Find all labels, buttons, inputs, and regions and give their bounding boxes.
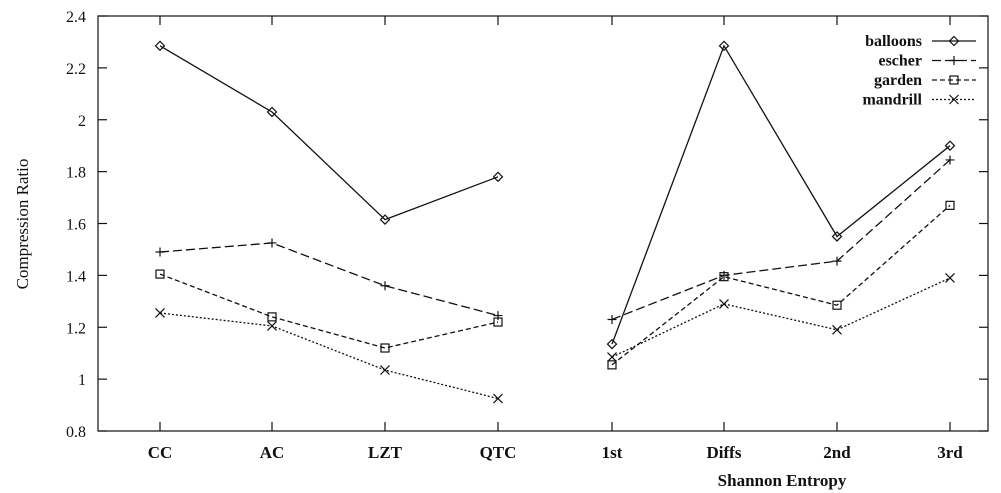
legend: balloons escher garden mandrill	[862, 33, 976, 109]
point-escher	[155, 247, 165, 257]
series-mandrill	[155, 273, 955, 404]
point-garden	[607, 360, 617, 370]
point-garden	[155, 269, 165, 279]
y-tick-label: 1.4	[66, 268, 86, 285]
series-line-garden	[159, 273, 499, 349]
point-balloons	[154, 40, 166, 52]
point-balloons	[492, 171, 504, 183]
x-tick-label: 2nd	[823, 443, 851, 462]
legend-marker-escher	[949, 56, 959, 65]
point-escher	[607, 314, 617, 324]
series-line-mandrill	[611, 277, 951, 358]
point-balloons	[266, 106, 278, 118]
point-escher	[267, 238, 277, 248]
y-axis: 0.8 1 1.2 1.4 1.6 1.8 2 2.2 2.4	[66, 9, 988, 441]
point-escher	[380, 281, 390, 291]
point-escher	[493, 311, 503, 321]
legend-label-balloons: balloons	[865, 33, 922, 50]
plot-frame	[97, 15, 989, 432]
x-tick-label: LZT	[368, 443, 403, 462]
legend-label-escher: escher	[878, 53, 922, 70]
point-mandrill	[945, 273, 955, 283]
y-axis-label: Compression Ratio	[13, 159, 32, 290]
legend-marker-mandrill	[949, 94, 959, 105]
y-tick-label: 0.8	[66, 424, 86, 441]
y-tick-label: 1.6	[66, 217, 86, 234]
x-tick-label: 3rd	[937, 443, 963, 462]
x-axis-label: Shannon Entropy	[718, 471, 847, 490]
point-garden	[945, 200, 955, 210]
point-garden	[380, 343, 390, 353]
point-garden	[832, 300, 842, 310]
point-balloons	[831, 231, 843, 242]
point-garden	[267, 312, 277, 322]
x-tick-label: Diffs	[707, 443, 742, 462]
point-mandrill	[493, 393, 503, 404]
series-garden	[155, 200, 955, 370]
x-tick-label: AC	[260, 443, 285, 462]
point-balloons	[606, 338, 618, 350]
legend-label-garden: garden	[874, 72, 922, 89]
y-tick-label: 1.8	[66, 165, 86, 182]
series-line-escher	[611, 159, 951, 321]
x-tick-label: QTC	[480, 443, 517, 462]
x-tick-label: CC	[148, 443, 173, 462]
y-tick-label: 2.4	[66, 9, 86, 26]
series-layer	[154, 40, 956, 404]
series-line-balloons	[611, 44, 951, 345]
legend-label-mandrill: mandrill	[862, 92, 922, 109]
point-garden	[493, 317, 503, 327]
series-line-balloons	[159, 45, 499, 221]
series-balloons	[154, 40, 956, 350]
y-tick-label: 2	[78, 113, 86, 130]
point-mandrill	[719, 298, 729, 309]
y-tick-label: 1.2	[66, 320, 86, 337]
series-line-mandrill	[159, 312, 499, 400]
point-mandrill	[380, 365, 390, 375]
point-mandrill	[832, 324, 842, 335]
point-garden	[719, 272, 729, 282]
x-tick-label: 1st	[602, 443, 623, 462]
y-tick-label: 2.2	[66, 61, 86, 78]
point-balloons	[944, 140, 956, 152]
point-mandrill	[267, 321, 277, 331]
point-mandrill	[155, 308, 165, 318]
point-escher	[832, 256, 842, 266]
x-axis: CC AC LZT QTC 1st Diffs 2nd 3rd	[148, 16, 963, 462]
series-line-escher	[159, 242, 499, 317]
legend-marker-garden	[949, 75, 959, 85]
point-mandrill	[607, 352, 617, 363]
point-balloons	[718, 40, 730, 52]
y-tick-label: 1	[78, 372, 86, 389]
point-escher	[945, 155, 955, 165]
legend-marker-balloons	[948, 35, 960, 47]
series-escher	[155, 155, 955, 324]
series-line-garden	[611, 204, 951, 366]
point-balloons	[379, 214, 391, 225]
